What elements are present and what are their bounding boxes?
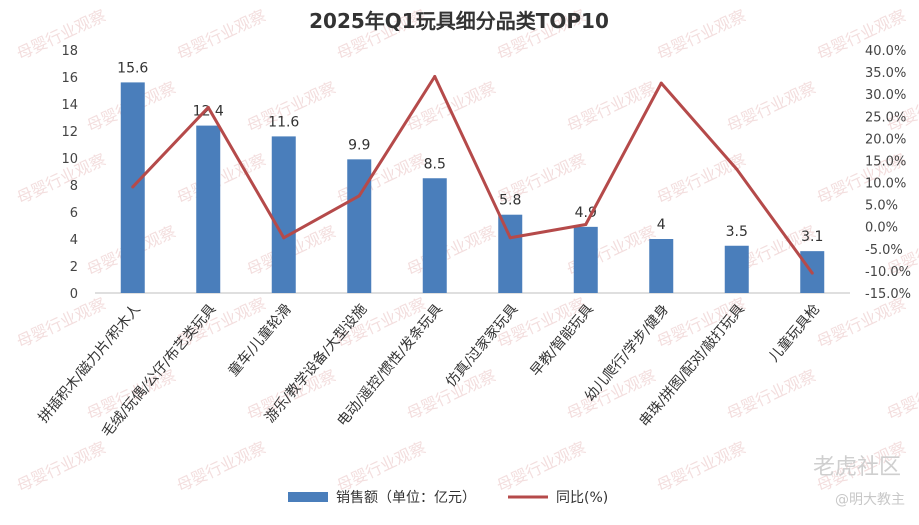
bar-data-label: 11.6 (268, 114, 299, 130)
y-right-tick-label: 15.0% (865, 154, 906, 169)
y-right-tick-label: -15.0% (865, 287, 911, 302)
line-point (207, 106, 210, 109)
y-left-tick-label: 16 (61, 71, 78, 86)
line-point (509, 236, 512, 239)
watermark-brand: 老虎社区 (813, 449, 901, 481)
watermark-tile: 母婴行业观察 (174, 150, 269, 208)
watermark-tile: 母婴行业观察 (334, 438, 429, 496)
y-left-tick-label: 18 (61, 44, 78, 59)
bar-data-label: 8.5 (424, 156, 446, 172)
y-right-tick-label: 30.0% (865, 88, 906, 103)
line-point (433, 75, 436, 78)
line-point (811, 272, 814, 275)
bar (574, 227, 598, 293)
y-right-tick-label: 20.0% (865, 132, 906, 147)
watermark-tile: 母婴行业观察 (404, 78, 499, 136)
bar (725, 246, 749, 293)
legend-label-line: 同比(%) (556, 490, 608, 506)
y-right-tick-label: 40.0% (865, 44, 906, 59)
y-right-tick-label: -10.0% (865, 265, 911, 280)
watermark-tile: 母婴行业观察 (494, 438, 589, 496)
bar-data-label: 3.5 (726, 224, 748, 240)
y-left-tick-label: 10 (61, 152, 78, 167)
legend-label-bar: 销售额（单位：亿元） (336, 490, 476, 506)
bar-data-label: 5.8 (499, 193, 521, 209)
chart-title: 2025年Q1玩具细分品类TOP10 (309, 9, 609, 33)
bar (498, 215, 522, 293)
watermark-tile: 母婴行业观察 (14, 438, 109, 496)
y-left-tick-label: 14 (61, 98, 78, 113)
watermark-tile: 母婴行业观察 (174, 438, 269, 496)
bar (649, 239, 673, 293)
line-point (358, 194, 361, 197)
y-left-tick-label: 8 (70, 179, 78, 194)
watermark-tile: 母婴行业观察 (724, 366, 819, 424)
line-point (282, 236, 285, 239)
line-point (131, 185, 134, 188)
bar-data-label: 4 (657, 217, 666, 233)
watermark-tile: 母婴行业观察 (884, 78, 919, 136)
watermark-tile: 母婴行业观察 (654, 150, 749, 208)
legend-swatch-bar (288, 492, 328, 502)
bar (272, 136, 296, 293)
bar (423, 178, 447, 293)
watermark-tile: 母婴行业观察 (654, 6, 749, 64)
watermark-tile: 母婴行业观察 (564, 78, 659, 136)
watermark-tile: 母婴行业观察 (724, 78, 819, 136)
bar-data-label: 15.6 (117, 60, 148, 76)
line-point (660, 82, 663, 85)
y-left-tick-label: 12 (61, 125, 78, 140)
y-right-tick-label: 35.0% (865, 66, 906, 81)
bar (347, 159, 371, 293)
watermark-tile: 母婴行业观察 (654, 438, 749, 496)
y-right-tick-label: 10.0% (865, 177, 906, 192)
y-right-tick-label: 0.0% (865, 221, 898, 236)
bar-data-label: 9.9 (348, 137, 370, 153)
watermark-tile: 母婴行业观察 (404, 222, 499, 280)
y-right-tick-label: -5.0% (865, 243, 903, 258)
watermark-tile: 母婴行业观察 (174, 6, 269, 64)
bar (196, 126, 220, 293)
watermark-tile: 母婴行业观察 (814, 294, 909, 352)
bar-data-label: 3.1 (801, 229, 823, 245)
y-right-tick-label: 5.0% (865, 199, 898, 214)
y-left-tick-label: 4 (70, 233, 78, 248)
y-left-tick-label: 2 (70, 260, 78, 275)
line-point (735, 168, 738, 171)
y-left-tick-label: 0 (70, 287, 78, 302)
y-left-tick-label: 6 (70, 206, 78, 221)
watermark-tile: 母婴行业观察 (884, 366, 919, 424)
line-point (584, 223, 587, 226)
y-right-tick-label: 25.0% (865, 110, 906, 125)
watermark-tile: 母婴行业观察 (14, 294, 109, 352)
watermark-user: @明大教主 (835, 489, 905, 509)
